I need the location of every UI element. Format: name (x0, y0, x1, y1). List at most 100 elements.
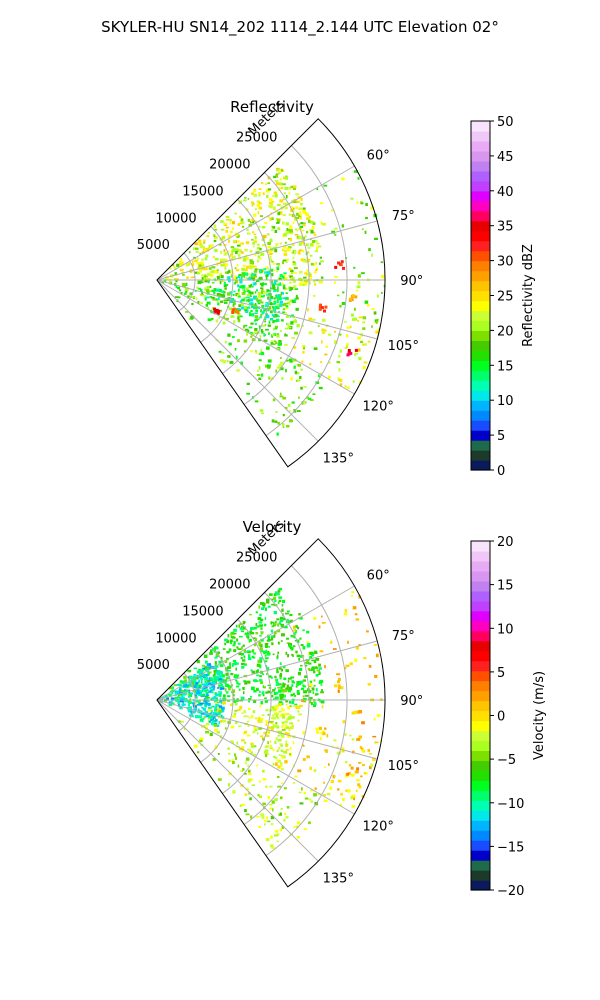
radar-gate (254, 328, 258, 331)
radar-gate (174, 696, 178, 700)
radar-gate (172, 264, 175, 267)
radar-gate (299, 655, 303, 657)
radar-gate (241, 275, 244, 277)
radar-gate (260, 284, 264, 287)
radar-gate (320, 684, 323, 686)
radar-gate (180, 258, 183, 261)
radar-gate (278, 172, 281, 174)
radar-gate (313, 769, 317, 773)
radar-gate (219, 697, 222, 700)
colorbar-segment (471, 810, 490, 821)
radar-gate (271, 642, 274, 646)
radar-gate (188, 694, 193, 697)
radar-gate (358, 785, 362, 789)
radar-gate (267, 290, 272, 293)
radar-gate (285, 713, 290, 715)
radar-gate (361, 721, 365, 725)
radar-gate (243, 649, 246, 653)
radar-gate (295, 630, 297, 634)
radar-gate (292, 285, 297, 289)
radar-gate (252, 275, 256, 278)
radar-gate (334, 330, 336, 333)
radar-gate (265, 816, 268, 820)
radar-gate (274, 319, 278, 323)
radar-gate (271, 714, 275, 717)
radar-gate (165, 277, 169, 280)
radar-gate (215, 701, 218, 704)
radar-gate (264, 654, 267, 657)
radar-gate (293, 692, 295, 696)
range-tick-label: 5000 (137, 658, 170, 673)
radar-gate (344, 761, 348, 764)
radar-gate (334, 281, 336, 284)
radar-gate (204, 297, 207, 301)
radar-gate (175, 279, 178, 283)
radar-gate (206, 665, 209, 668)
radar-gate (280, 624, 285, 628)
radar-gate (277, 283, 282, 286)
radar-gate (285, 307, 289, 310)
radar-gate (234, 280, 238, 284)
radar-gate (361, 747, 364, 751)
radar-gate (376, 320, 378, 324)
radar-gate (251, 650, 254, 653)
radar-gate (360, 201, 363, 203)
radar-gate (201, 678, 203, 682)
radar-gate (279, 392, 282, 396)
radar-gate (214, 699, 218, 703)
radar-gate (300, 197, 303, 201)
radar-gate (353, 797, 355, 801)
radar-gate (300, 687, 305, 691)
radar-gate (294, 694, 297, 697)
radar-gate (248, 749, 252, 752)
radar-gate (259, 248, 262, 251)
radar-gate (206, 272, 211, 277)
radar-gate (310, 800, 313, 803)
radar-hotspot-gate (319, 303, 322, 307)
radar-gate (179, 687, 182, 689)
radar-gate (199, 672, 203, 675)
radar-gate (281, 292, 284, 295)
radar-gate (163, 279, 167, 283)
radar-gate (295, 705, 298, 709)
radar-gate (192, 678, 195, 682)
radar-gate (234, 753, 236, 757)
radar-gate (237, 257, 242, 260)
radar-gate (237, 244, 241, 247)
radar-gate (207, 708, 212, 712)
radar-gate (234, 329, 238, 331)
radar-gate (239, 804, 242, 807)
radar-gate (247, 637, 249, 640)
colorbar-tick-label: −10 (497, 797, 524, 812)
radar-gate (207, 702, 211, 706)
colorbar-segment (471, 290, 490, 302)
radar-gate (267, 726, 272, 729)
radar-gate (286, 637, 289, 640)
radar-gate (337, 779, 342, 783)
radar-gate (230, 298, 235, 301)
radar-gate (195, 297, 198, 301)
radar-gate (376, 294, 379, 298)
radar-gate (306, 659, 309, 663)
radar-hotspot-gate (337, 680, 340, 684)
radar-gate (259, 720, 263, 723)
radar-gate (282, 617, 286, 621)
radar-gate (193, 681, 198, 685)
radar-gate (306, 643, 311, 646)
radar-gate (266, 652, 271, 656)
radar-gate (236, 638, 239, 642)
radar-gate (229, 221, 232, 225)
radar-gate (283, 249, 288, 253)
radar-gate (174, 296, 179, 298)
radar-gate (232, 248, 237, 251)
radar-gate (285, 258, 289, 262)
radar-gate (277, 651, 279, 655)
radar-gate (278, 746, 280, 750)
radar-gate (193, 684, 197, 689)
radar-gate (225, 672, 230, 676)
radar-gate (233, 641, 236, 645)
radar-gate (218, 721, 220, 724)
radar-gate (196, 659, 200, 664)
radar-gate (262, 685, 265, 689)
radar-gate (207, 231, 210, 234)
